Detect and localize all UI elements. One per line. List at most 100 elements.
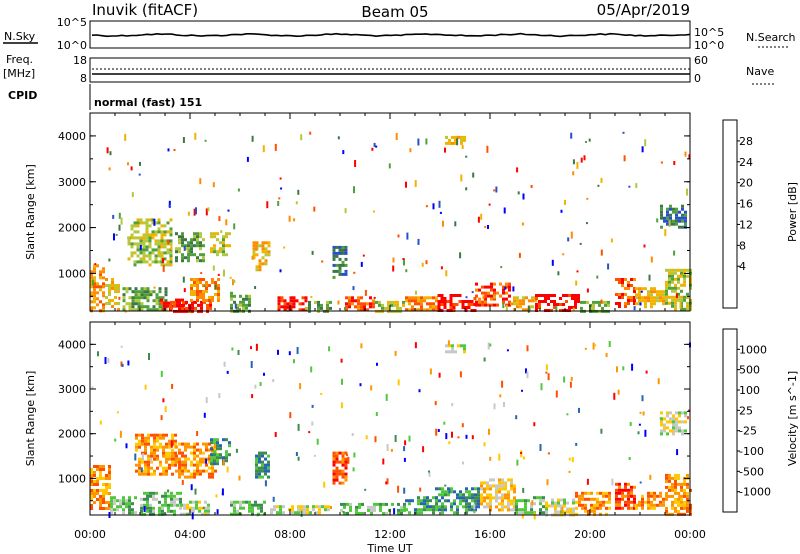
- echo-speck: [127, 360, 130, 366]
- echo-speck: [462, 461, 464, 465]
- range-cell: [448, 141, 451, 145]
- range-cell: [553, 300, 556, 303]
- range-cell: [105, 486, 108, 489]
- range-cell: [105, 489, 108, 492]
- range-cell: [680, 500, 683, 504]
- range-cell: [344, 257, 348, 261]
- range-cell: [524, 508, 527, 512]
- range-cell: [277, 305, 281, 309]
- range-cell: [522, 299, 525, 303]
- range-cell: [423, 496, 426, 500]
- range-cell: [110, 499, 113, 503]
- range-cell: [647, 503, 650, 507]
- y-tick-label: 1000: [58, 267, 86, 280]
- range-cell: [133, 221, 137, 225]
- range-cell: [158, 506, 161, 510]
- range-cell: [454, 141, 457, 145]
- echo-speck: [288, 215, 291, 222]
- range-cell: [219, 447, 222, 451]
- range-cell: [361, 502, 364, 506]
- range-cell: [261, 451, 264, 455]
- echo-speck: [676, 449, 679, 456]
- range-cell: [138, 439, 141, 443]
- range-cell: [502, 285, 505, 289]
- range-cell: [496, 303, 499, 307]
- echo-speck: [150, 457, 153, 463]
- range-cell: [156, 445, 159, 449]
- range-cell: [669, 216, 672, 220]
- echo-speck: [278, 197, 281, 200]
- range-cell: [142, 242, 146, 246]
- echo-speck: [112, 214, 115, 219]
- echo-speck: [428, 471, 431, 477]
- range-cell: [96, 492, 99, 495]
- range-cell: [633, 494, 636, 498]
- range-cell: [618, 302, 621, 305]
- range-cell: [192, 500, 195, 504]
- range-cell: [113, 496, 116, 500]
- range-cell: [674, 301, 677, 305]
- range-cell: [96, 483, 99, 486]
- range-cell: [513, 484, 516, 488]
- range-cell: [621, 293, 624, 296]
- echo-speck: [183, 288, 186, 293]
- range-cell: [344, 269, 348, 273]
- echo-speck: [579, 242, 582, 245]
- range-cell: [686, 292, 689, 296]
- range-cell: [93, 282, 96, 286]
- echo-speck: [390, 448, 393, 452]
- range-cell: [630, 500, 633, 504]
- range-cell: [550, 294, 553, 297]
- range-cell: [169, 233, 173, 237]
- range-cell: [674, 491, 677, 495]
- range-cell: [93, 474, 96, 477]
- range-cell: [171, 472, 174, 476]
- range-cell: [348, 305, 351, 309]
- range-cell: [258, 460, 261, 464]
- scatter-region: [660, 204, 687, 229]
- range-cell: [545, 510, 548, 514]
- range-cell: [615, 278, 618, 281]
- range-cell: [683, 503, 686, 507]
- range-cell: [150, 466, 153, 470]
- range-cell: [181, 454, 184, 458]
- range-cell: [668, 488, 671, 492]
- range-cell: [487, 285, 490, 289]
- range-cell: [672, 222, 675, 226]
- range-cell: [146, 287, 150, 291]
- range-cell: [678, 225, 681, 229]
- range-cell: [326, 303, 329, 307]
- range-cell: [155, 293, 159, 297]
- range-cell: [193, 463, 196, 467]
- range-cell: [190, 299, 193, 302]
- echo-speck: [600, 299, 603, 304]
- range-cell: [199, 235, 202, 239]
- range-cell: [686, 307, 689, 311]
- range-cell: [420, 302, 423, 306]
- echo-speck: [570, 376, 573, 381]
- range-cell: [219, 444, 222, 448]
- range-cell: [671, 304, 674, 308]
- echo-speck: [255, 243, 258, 251]
- range-cell: [145, 236, 149, 240]
- range-cell: [332, 478, 336, 482]
- date-title: 05/Apr/2019: [597, 1, 690, 19]
- range-cell: [381, 303, 384, 307]
- range-cell: [219, 241, 222, 245]
- range-cell: [153, 433, 156, 437]
- range-cell: [448, 344, 451, 348]
- range-cell: [659, 503, 662, 507]
- range-cell: [233, 503, 236, 507]
- range-cell: [230, 500, 233, 504]
- range-cell: [599, 503, 602, 507]
- range-cell: [572, 501, 575, 505]
- range-cell: [615, 500, 618, 504]
- range-cell: [128, 508, 131, 512]
- echo-speck: [482, 295, 485, 300]
- range-cell: [306, 511, 309, 515]
- range-cell: [292, 305, 296, 309]
- range-cell: [146, 497, 149, 501]
- range-cell: [437, 306, 441, 309]
- range-cell: [146, 506, 149, 510]
- range-cell: [465, 496, 468, 500]
